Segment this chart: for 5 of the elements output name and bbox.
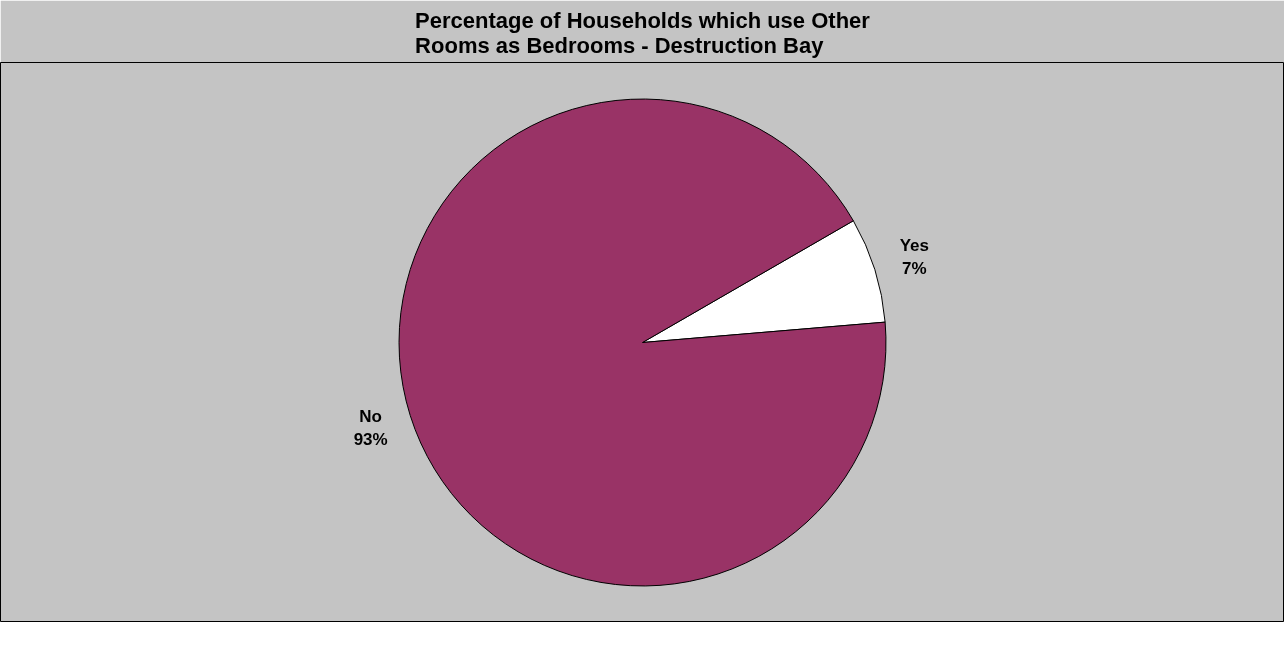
chart-title: Percentage of Households which use Other Rooms as Bedrooms - Destruction Bay [415,7,871,58]
slice-label: No [359,406,383,426]
data-label: 93% [353,429,388,449]
data-label: 7% [902,259,927,279]
slice-label: Yes [899,236,929,256]
